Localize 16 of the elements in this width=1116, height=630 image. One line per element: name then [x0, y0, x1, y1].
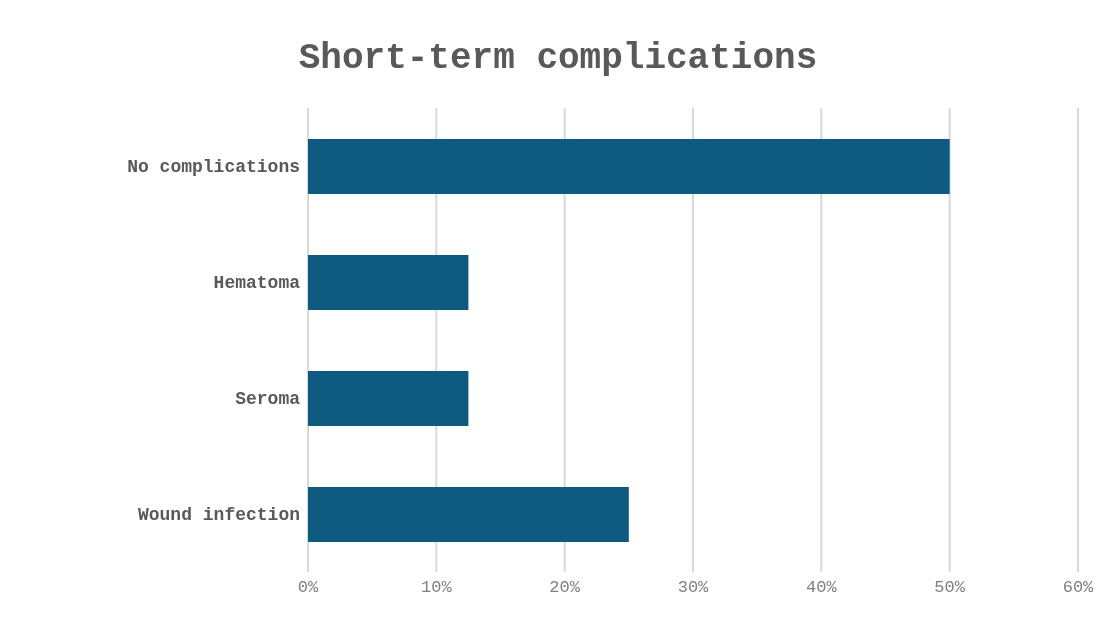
y-tick-label: No complications	[127, 157, 300, 178]
y-tick-label: Wound infection	[137, 505, 300, 526]
x-tick-label: 10%	[421, 578, 453, 598]
x-tick-label: 40%	[806, 578, 838, 598]
bar	[308, 139, 950, 194]
bar	[308, 371, 469, 426]
bar	[308, 487, 629, 542]
x-tick-label: 30%	[677, 578, 710, 598]
y-tick-label: Seroma	[235, 389, 301, 410]
x-tick-label: 0%	[297, 578, 319, 598]
x-tick-label: 60%	[1062, 578, 1095, 598]
y-tick-label: Hematoma	[213, 273, 301, 294]
x-tick-label: 20%	[549, 578, 581, 598]
bar	[308, 255, 469, 310]
x-tick-label: 50%	[934, 578, 966, 598]
chart-title: Short-term complications	[297, 37, 819, 81]
